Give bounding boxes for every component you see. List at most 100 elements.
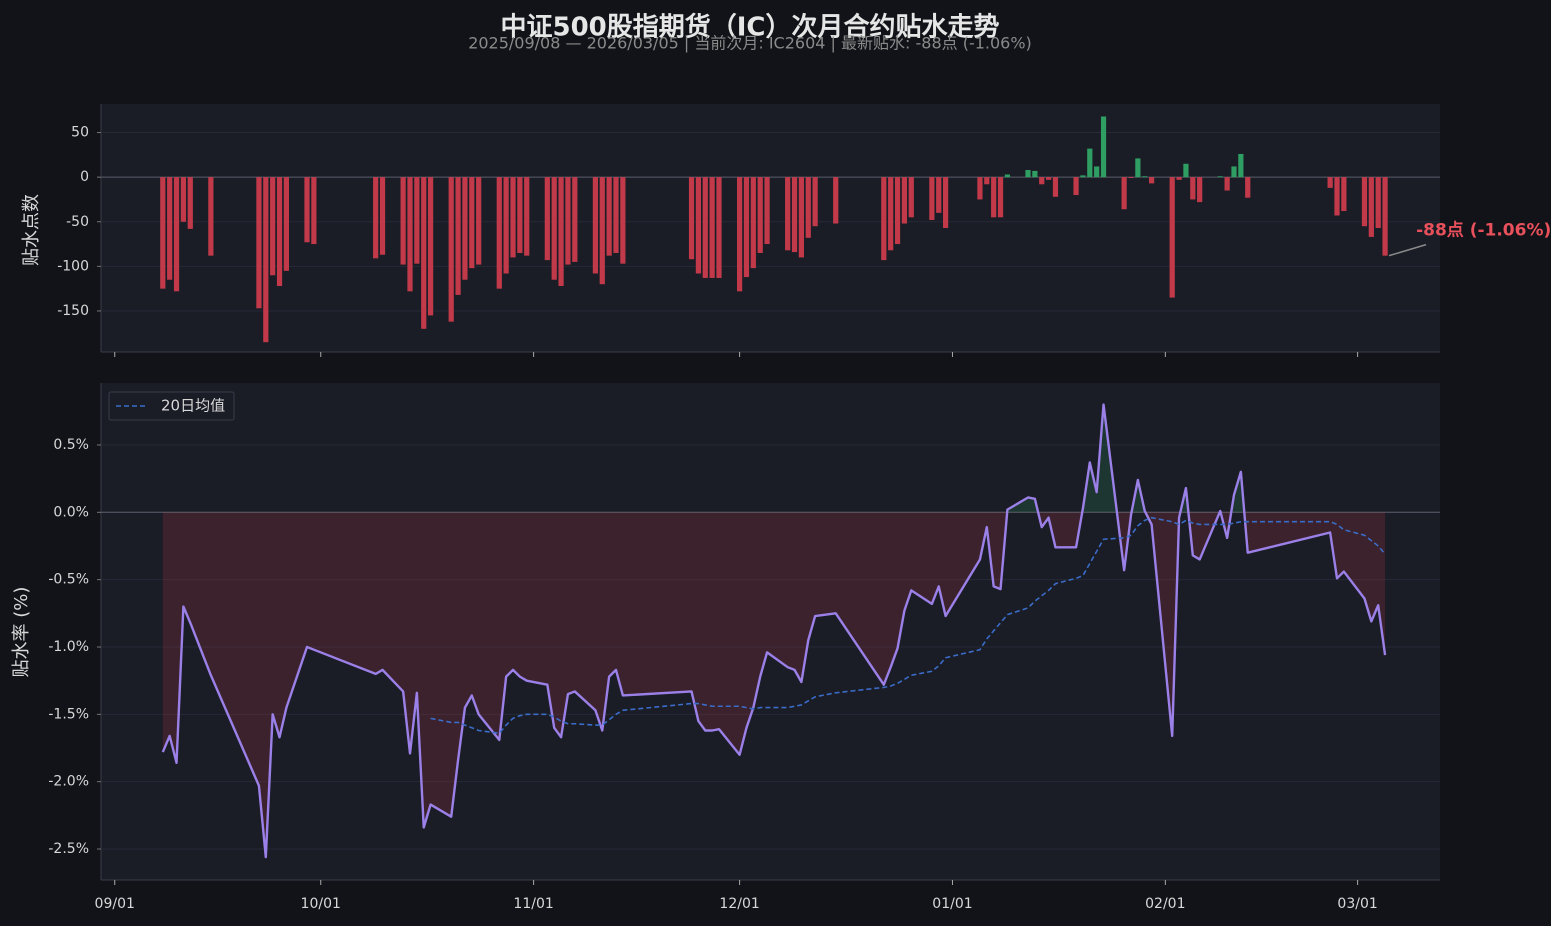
bar xyxy=(462,177,468,280)
bar xyxy=(1073,177,1079,195)
bar xyxy=(894,177,901,245)
bar xyxy=(256,177,262,309)
bar xyxy=(901,177,907,224)
bar xyxy=(716,177,722,278)
y-tick-label: -2.0% xyxy=(48,774,89,790)
annotation-arrow xyxy=(1388,243,1427,257)
bar xyxy=(276,177,283,286)
bar xyxy=(688,177,695,260)
bar xyxy=(1375,177,1381,228)
bar xyxy=(551,177,557,280)
bar xyxy=(469,177,475,269)
y-tick-label: 50 xyxy=(71,125,89,141)
y-tick-label: -2.5% xyxy=(48,841,89,857)
bar xyxy=(1176,177,1182,180)
bar xyxy=(558,177,564,286)
bar xyxy=(304,177,310,243)
bar xyxy=(1046,177,1052,180)
bar xyxy=(565,177,571,265)
y-tick-label: -1.5% xyxy=(48,706,89,722)
bar xyxy=(379,177,386,255)
y-axis-label: 贴水点数 xyxy=(21,194,42,266)
bar xyxy=(833,177,839,224)
bar xyxy=(1142,176,1148,178)
bar xyxy=(283,177,289,271)
bar xyxy=(785,177,791,251)
bar xyxy=(400,177,406,265)
bar xyxy=(1341,177,1347,212)
bar xyxy=(1149,177,1155,184)
bar xyxy=(407,177,413,292)
x-tick-label: 01/01 xyxy=(932,896,972,912)
y-tick-label: -100 xyxy=(57,258,89,274)
chart-title: 中证500股指期货（IC）次月合约贴水走势 xyxy=(500,12,999,43)
legend-label: 20日均值 xyxy=(161,397,225,415)
bar xyxy=(160,177,166,289)
bar xyxy=(592,177,598,274)
bar xyxy=(1238,153,1244,178)
legend-box xyxy=(108,391,235,421)
bar xyxy=(524,177,530,256)
bar xyxy=(1080,175,1086,178)
y-tick-label: 0 xyxy=(80,169,89,185)
x-tick-label: 02/01 xyxy=(1145,896,1185,912)
bar xyxy=(606,177,612,256)
moving-average-line xyxy=(430,516,1386,734)
bar xyxy=(888,177,894,251)
bar xyxy=(1361,177,1368,227)
bar xyxy=(1121,177,1127,210)
chart-subtitle: 2025/09/08 — 2026/03/05 | 当前次月: IC2604 |… xyxy=(468,34,1032,53)
y-tick-label: -150 xyxy=(57,303,89,319)
bar xyxy=(1197,177,1203,203)
bar xyxy=(572,177,578,262)
bar xyxy=(1087,148,1093,178)
bar xyxy=(270,177,276,276)
bar xyxy=(908,177,914,218)
panel-background xyxy=(101,104,1440,352)
data-line xyxy=(161,403,1387,859)
bar xyxy=(1094,166,1100,178)
bar xyxy=(750,177,756,269)
bar xyxy=(1382,177,1388,256)
area-fill xyxy=(162,512,1386,858)
bar xyxy=(476,177,482,265)
bar xyxy=(991,177,997,218)
bar xyxy=(503,177,509,274)
panel-background xyxy=(101,383,1440,880)
bar xyxy=(544,177,550,261)
bar xyxy=(929,177,935,220)
bar xyxy=(1032,170,1038,178)
y-tick-label: -0.5% xyxy=(48,572,89,588)
bar xyxy=(428,177,434,316)
bar xyxy=(1190,177,1196,200)
bar xyxy=(187,177,193,229)
x-tick-label: 12/01 xyxy=(719,896,759,912)
bar xyxy=(791,177,798,253)
x-tick-label: 03/01 xyxy=(1337,896,1377,912)
bar xyxy=(798,177,804,258)
bar xyxy=(1224,177,1230,191)
bar xyxy=(373,177,379,259)
bar xyxy=(1245,177,1251,198)
y-tick-label: 0.5% xyxy=(53,437,89,453)
bar xyxy=(414,177,420,264)
bar xyxy=(997,177,1004,218)
bar xyxy=(1100,116,1107,178)
bar xyxy=(764,177,770,245)
bar xyxy=(1334,177,1340,216)
bar xyxy=(743,177,750,278)
bar xyxy=(695,177,701,274)
bar xyxy=(881,177,887,261)
x-tick-label: 09/01 xyxy=(95,896,135,912)
bar xyxy=(311,177,317,245)
bar xyxy=(1025,170,1031,178)
bar xyxy=(1368,177,1374,237)
bar xyxy=(421,177,427,329)
bar xyxy=(517,177,523,253)
bar xyxy=(599,177,605,285)
bar xyxy=(1052,177,1059,197)
bar xyxy=(812,177,818,227)
bar xyxy=(173,177,180,292)
